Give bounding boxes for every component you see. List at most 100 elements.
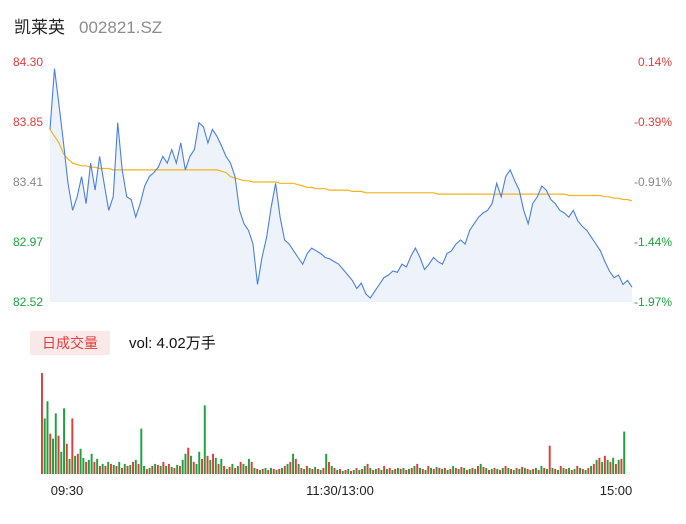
- volume-bar: [341, 470, 344, 474]
- volume-bar: [242, 463, 245, 474]
- volume-bar: [126, 465, 129, 474]
- y-tick-right: 0.14%: [638, 55, 672, 69]
- volume-bar: [581, 468, 584, 474]
- volume-bar: [79, 448, 82, 474]
- y-axis-right-labels: 0.14% -0.39% -0.91% -1.44% -1.97%: [634, 55, 672, 309]
- volume-bar: [63, 408, 66, 474]
- volume-bar: [468, 468, 471, 474]
- volume-bar: [178, 465, 181, 474]
- volume-bar: [512, 469, 515, 474]
- y-tick-left: 82.52: [13, 295, 43, 309]
- volume-bar: [388, 467, 391, 474]
- volume-bar: [60, 451, 63, 474]
- volume-bar: [245, 465, 248, 474]
- volume-bar: [562, 467, 565, 474]
- volume-bar: [339, 468, 341, 474]
- volume-badge[interactable]: 日成交量: [30, 331, 110, 355]
- volume-bar: [294, 458, 297, 474]
- stock-name: 凯莱英: [14, 18, 65, 37]
- volume-bar: [101, 463, 104, 474]
- volume-bar: [129, 464, 132, 474]
- volume-bar: [223, 465, 226, 474]
- volume-bar: [590, 465, 593, 474]
- volume-bar: [109, 463, 112, 474]
- volume-bar: [430, 467, 433, 474]
- volume-bar: [488, 469, 490, 474]
- volume-bar: [270, 467, 272, 474]
- volume-bar: [576, 465, 579, 474]
- volume-bar: [98, 465, 101, 474]
- volume-bar: [123, 463, 126, 474]
- volume-bar: [410, 467, 413, 474]
- volume-bar: [209, 459, 212, 474]
- volume-bar: [170, 466, 173, 474]
- volume-bar: [612, 457, 615, 474]
- volume-bar: [545, 468, 548, 474]
- volume-bar: [132, 461, 134, 474]
- volume-bar: [140, 428, 143, 474]
- volume-bar: [250, 461, 253, 474]
- volume-bar: [239, 461, 242, 474]
- volume-bars: [41, 373, 626, 474]
- volume-bar: [65, 443, 68, 474]
- volume-bar: [325, 453, 328, 474]
- volume-bar: [460, 466, 463, 474]
- volume-bar: [46, 401, 49, 474]
- volume-bar: [515, 467, 518, 474]
- volume-bar: [107, 461, 110, 474]
- volume-bar: [292, 453, 295, 474]
- volume-bar: [68, 458, 71, 474]
- volume-bar: [559, 465, 562, 474]
- volume-bar: [203, 405, 206, 474]
- y-tick-left: 84.30: [13, 55, 43, 69]
- volume-bar: [427, 465, 430, 474]
- volume-bar: [405, 469, 408, 474]
- volume-bar: [272, 468, 275, 474]
- volume-bar: [352, 469, 355, 474]
- volume-bar: [115, 465, 118, 474]
- volume-bar: [565, 468, 568, 474]
- volume-bar: [165, 465, 168, 474]
- volume-bar: [474, 468, 477, 474]
- volume-bar: [275, 469, 278, 474]
- volume-bar: [87, 459, 90, 474]
- volume-bar: [151, 465, 154, 474]
- volume-bar: [557, 469, 559, 474]
- volume-bar: [192, 461, 195, 474]
- volume-bar: [471, 467, 474, 474]
- volume-bar: [195, 463, 198, 474]
- volume-bar: [454, 467, 457, 474]
- volume-bar: [297, 463, 300, 474]
- volume-bar: [286, 463, 289, 474]
- volume-bar: [145, 468, 148, 474]
- volume-bar: [314, 466, 317, 474]
- volume-bar: [383, 465, 386, 474]
- volume-bar: [363, 465, 366, 474]
- volume-bar: [521, 466, 524, 474]
- volume-bar: [154, 463, 157, 474]
- volume-bar: [614, 463, 617, 474]
- volume-bar: [540, 465, 543, 474]
- volume-bar: [620, 458, 623, 474]
- volume-bar: [523, 467, 526, 474]
- volume-bar: [623, 431, 626, 474]
- volume-bar: [385, 468, 388, 474]
- volume-bar: [529, 469, 532, 474]
- stock-code: 002821.SZ: [79, 18, 163, 37]
- volume-bar: [247, 458, 250, 474]
- y-tick-right: -0.39%: [634, 115, 672, 129]
- volume-bar: [176, 464, 179, 474]
- volume-bar: [278, 468, 281, 474]
- volume-bar: [90, 453, 93, 474]
- volume-bar: [496, 468, 499, 474]
- volume-bar: [543, 467, 546, 474]
- volume-bar: [485, 467, 488, 474]
- volume-label: vol: 4.02万手: [129, 335, 216, 352]
- volume-bar: [121, 467, 123, 474]
- volume-bar: [372, 469, 375, 474]
- volume-bar: [333, 467, 336, 474]
- price-area-fill: [50, 68, 632, 302]
- x-tick-label: 15:00: [600, 483, 633, 498]
- volume-bar: [228, 466, 231, 474]
